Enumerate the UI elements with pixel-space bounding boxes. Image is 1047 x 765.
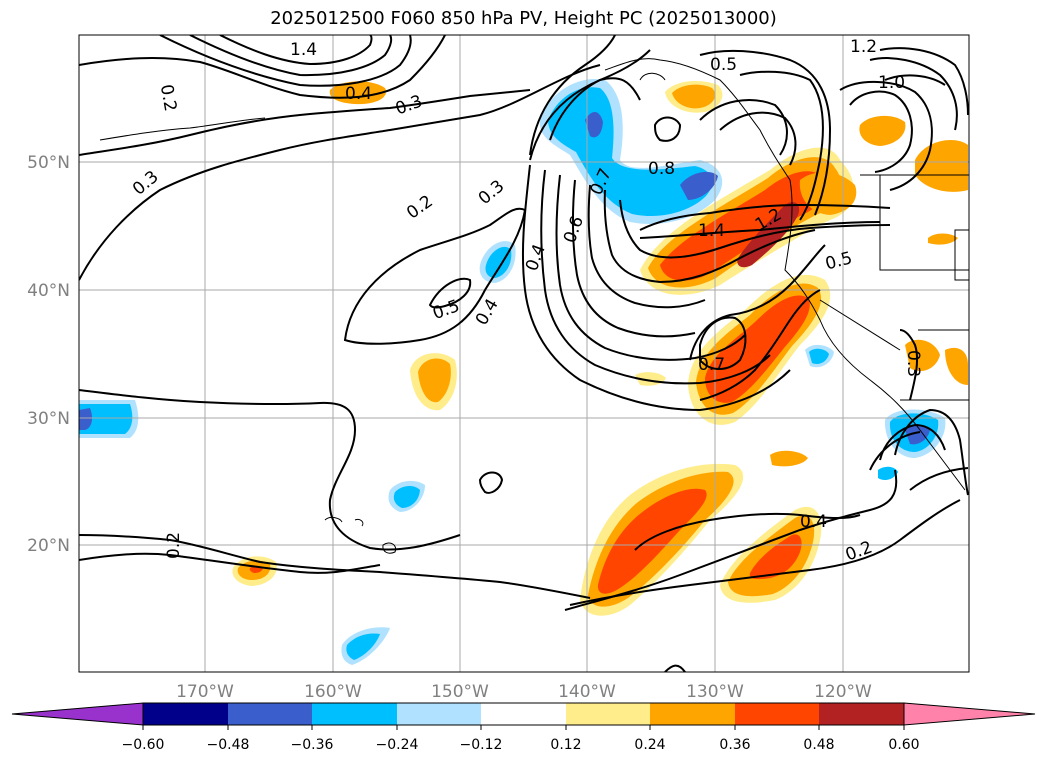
colorbar-tick-label: −0.12 [460,737,503,753]
colorbar-segment [481,703,566,725]
colorbar-tick-label: 0.60 [888,737,919,753]
colorbar-segment [228,703,312,725]
colorbar-tick-label: −0.60 [122,737,165,753]
colorbar-tick-label: 0.36 [719,737,750,753]
latitude-labels: 50°N 40°N 30°N 20°N [27,153,70,556]
lat-label-40n: 40°N [27,281,70,301]
lon-label-150w: 150°W [431,682,489,702]
colorbar: −0.60 −0.48 −0.36 −0.24 −0.12 0.12 0.24 … [11,702,1036,753]
colorbar-tick-label: −0.24 [376,737,419,753]
colorbar-outline [142,702,905,726]
contour-label: 0.7 [698,355,725,375]
colorbar-extend-min [11,702,144,726]
contour-label: 0.3 [903,350,923,377]
contour-label: 1.4 [290,40,317,60]
colorbar-segment [735,703,819,725]
colorbar-segment [819,703,904,725]
colorbar-tick-label: −0.48 [207,737,250,753]
lon-label-120w: 120°W [814,682,872,702]
longitude-labels: 170°W 160°W 150°W 140°W 130°W 120°W [176,682,872,702]
colorbar-extend-max [903,702,1036,726]
lat-label-20n: 20°N [27,536,70,556]
map-frame [78,34,970,673]
colorbar-segment [397,703,481,725]
colorbar-tick-label: −0.36 [291,737,334,753]
colorbar-segment [143,703,228,725]
contour-label: 0.2 [156,83,180,113]
colorbar-segment [650,703,735,725]
lon-label-160w: 160°W [304,682,362,702]
contour-label: 1.4 [698,221,725,241]
contour-label: 1.2 [850,37,877,57]
lat-label-50n: 50°N [27,153,70,173]
lat-label-30n: 30°N [27,409,70,429]
colorbar-tick-label: 0.24 [634,737,665,753]
lon-label-170w: 170°W [176,682,234,702]
contour-label: 1.0 [878,73,905,93]
lon-label-140w: 140°W [558,682,616,702]
contour-label: 0.2 [164,532,184,559]
contour-label: 0.5 [710,55,737,75]
pv-anomaly-fill [79,79,968,665]
contour-label: 0.4 [345,84,372,104]
height-contours [79,35,969,672]
graticule [79,35,969,672]
colorbar-segment [566,703,650,725]
colorbar-tick-label: 0.48 [803,737,834,753]
contour-label: 0.4 [800,512,827,532]
contour-label: 0.8 [648,159,675,179]
map-title: 2025012500 F060 850 hPa PV, Height PC (2… [270,8,777,29]
lon-label-130w: 130°W [686,682,744,702]
colorbar-segment [312,703,397,725]
colorbar-tick-label: 0.12 [550,737,581,753]
